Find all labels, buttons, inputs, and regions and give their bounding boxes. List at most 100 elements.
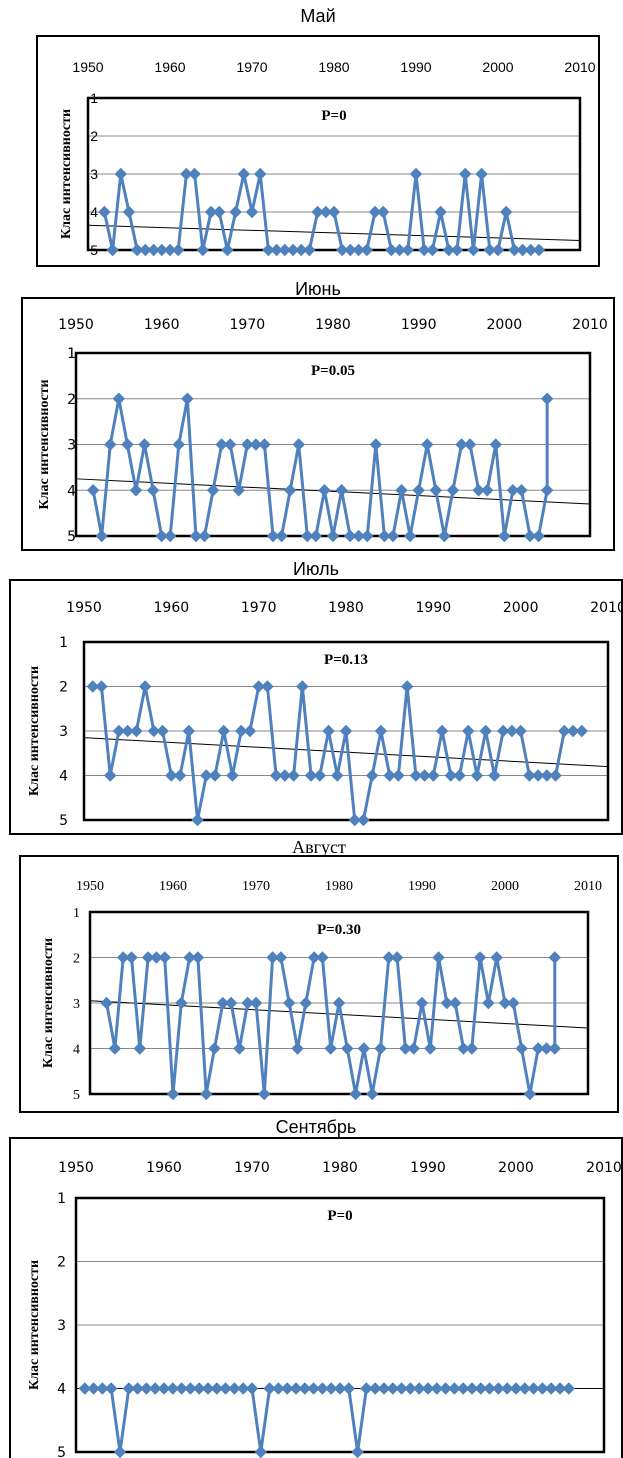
data-point bbox=[352, 529, 365, 543]
data-point bbox=[527, 1382, 540, 1395]
data-point bbox=[116, 951, 130, 964]
data-point bbox=[361, 529, 374, 543]
data-point bbox=[309, 529, 323, 543]
data-point bbox=[442, 243, 456, 257]
data-point bbox=[491, 243, 505, 257]
y-tick-label: 5 bbox=[59, 813, 68, 829]
trend-line bbox=[75, 478, 591, 505]
data-point bbox=[463, 438, 477, 451]
data-point bbox=[96, 1382, 109, 1395]
data-point bbox=[249, 996, 263, 1010]
data-point bbox=[483, 243, 497, 257]
data-point bbox=[439, 1382, 452, 1395]
data-point bbox=[301, 529, 314, 543]
p-annotation: P=0 bbox=[327, 1208, 352, 1224]
data-point bbox=[291, 1042, 304, 1055]
chart-title: Июнь bbox=[295, 279, 341, 299]
data-point bbox=[138, 438, 151, 451]
data-point bbox=[156, 724, 169, 738]
data-point bbox=[184, 1382, 197, 1395]
data-point bbox=[462, 724, 475, 738]
data-point bbox=[332, 996, 346, 1010]
data-point bbox=[455, 438, 468, 451]
data-point bbox=[473, 951, 487, 964]
data-point bbox=[365, 1087, 379, 1101]
p-annotation: P=0.13 bbox=[324, 652, 368, 668]
data-point bbox=[514, 724, 527, 738]
data-point bbox=[206, 484, 220, 497]
y-axis-label: Клас интенсивности bbox=[27, 1260, 42, 1390]
data-point bbox=[131, 1382, 144, 1395]
data-point bbox=[429, 484, 443, 497]
chart-title: Сентябрь bbox=[276, 1117, 357, 1137]
data-point bbox=[299, 996, 313, 1010]
data-point bbox=[540, 484, 554, 497]
data-point bbox=[245, 205, 259, 219]
y-tick-label: 4 bbox=[67, 483, 76, 499]
series-line bbox=[105, 956, 557, 1096]
data-point bbox=[448, 1382, 461, 1395]
data-point bbox=[421, 1382, 435, 1395]
data-point bbox=[448, 996, 462, 1010]
y-axis-label: Клас интенсивности bbox=[41, 938, 56, 1068]
x-tick-label: 1970 bbox=[234, 1160, 270, 1176]
data-point bbox=[424, 1042, 437, 1055]
data-point bbox=[548, 951, 562, 964]
data-point bbox=[386, 1382, 400, 1395]
data-point bbox=[365, 769, 379, 782]
data-point bbox=[95, 680, 108, 693]
data-point bbox=[121, 438, 134, 451]
x-tick-label: 1960 bbox=[146, 1160, 182, 1176]
data-point bbox=[287, 769, 300, 782]
x-tick-label: 1990 bbox=[416, 600, 452, 616]
plot-frame bbox=[86, 96, 582, 252]
data-point bbox=[531, 769, 545, 782]
data-point bbox=[498, 996, 512, 1010]
plot-frame bbox=[74, 1196, 606, 1454]
data-point bbox=[122, 205, 136, 219]
data-point bbox=[377, 1382, 391, 1395]
data-point bbox=[523, 769, 536, 782]
data-point bbox=[368, 205, 382, 219]
data-point bbox=[326, 529, 340, 543]
x-tick-label: 1960 bbox=[154, 600, 190, 616]
data-point bbox=[223, 438, 237, 451]
data-point bbox=[440, 996, 454, 1010]
data-point bbox=[456, 1382, 470, 1395]
data-point bbox=[78, 1382, 92, 1395]
data-point bbox=[392, 769, 405, 782]
data-point bbox=[208, 769, 222, 782]
data-point bbox=[400, 680, 414, 693]
data-point bbox=[549, 769, 562, 782]
data-point bbox=[282, 996, 296, 1010]
data-point bbox=[155, 243, 169, 257]
data-point bbox=[138, 680, 152, 693]
data-point bbox=[229, 205, 242, 219]
data-point bbox=[488, 769, 501, 782]
data-point bbox=[212, 205, 226, 219]
data-point bbox=[129, 484, 143, 497]
outer-frame bbox=[9, 1137, 623, 1458]
data-point bbox=[191, 951, 205, 964]
data-point bbox=[245, 1382, 259, 1395]
x-tick-label: 2010 bbox=[574, 879, 602, 894]
data-point bbox=[163, 243, 177, 257]
data-point bbox=[324, 1042, 337, 1055]
outer-frame bbox=[19, 855, 619, 1113]
data-point bbox=[253, 167, 267, 181]
data-point bbox=[404, 1382, 417, 1395]
chart-4: Август 1 2 3 4 5 1950 1960 1970 1980 1990 2000 2010 К… bbox=[19, 837, 619, 1113]
plot-frame bbox=[82, 640, 610, 822]
data-point bbox=[221, 243, 234, 257]
data-point bbox=[112, 724, 126, 738]
data-point bbox=[483, 1382, 496, 1395]
chart-5: Сентябрь 1 2 3 4 5 1950 1960 1970 1980 1990 2000 201… bbox=[9, 1117, 623, 1458]
data-point bbox=[492, 1382, 505, 1395]
chart-3: Июль 1 2 3 4 5 1950 1960 1970 1980 1990 2000 2010 Кла… bbox=[9, 559, 623, 835]
data-point bbox=[219, 1382, 232, 1395]
y-tick-label: 4 bbox=[90, 204, 98, 220]
data-point bbox=[575, 724, 589, 738]
data-point bbox=[243, 724, 257, 738]
data-point bbox=[147, 243, 160, 257]
data-point bbox=[509, 1382, 523, 1395]
